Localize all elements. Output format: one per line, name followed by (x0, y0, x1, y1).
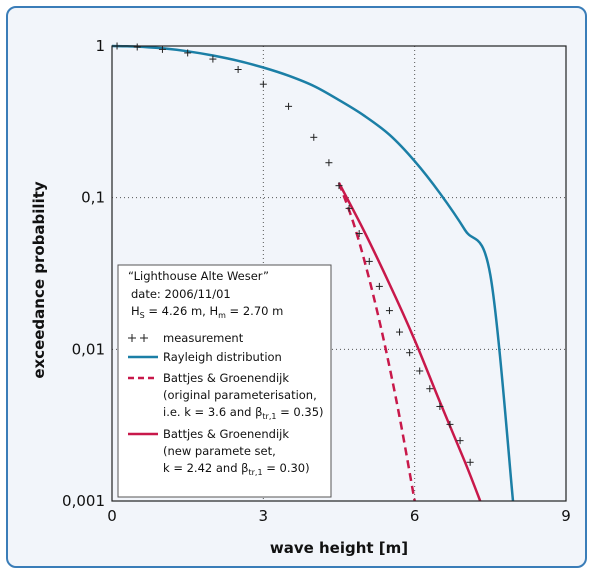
measurement-point (184, 49, 192, 57)
legend-hm-sub: m (218, 311, 226, 320)
measurement-point (325, 159, 333, 167)
measurement-point (446, 420, 454, 428)
measurement-point (234, 65, 242, 73)
measurement-point (456, 437, 464, 445)
legend-box (117, 264, 332, 498)
x-tick-label: 9 (561, 507, 571, 525)
bg-new-pre: k = 2.42 and β (163, 461, 249, 475)
measurement-point (355, 230, 363, 238)
battjes-groenendijk-new-paramete-set-line (337, 182, 482, 502)
measurement-point (285, 102, 293, 110)
measurement-point (385, 307, 393, 315)
chart-marks (111, 42, 515, 502)
legend-label-bg-new-3: k = 2.42 and βtr,1 = 0.30) (163, 461, 310, 477)
bg-original-post: = 0.35) (276, 405, 323, 419)
measurement-point (133, 43, 141, 51)
legend-label-rayleigh: Rayleigh distribution (163, 350, 282, 364)
measurement-point (375, 282, 383, 290)
measurement-point (416, 367, 424, 375)
bg-original-pre: i.e. k = 3.6 and β (163, 405, 262, 419)
bg-new-sub: tr,1 (249, 468, 263, 477)
legend-hs-symbol: H (131, 304, 140, 318)
measurement-point (396, 328, 404, 336)
measurement-point (436, 402, 444, 410)
bg-new-post: = 0.30) (263, 461, 310, 475)
y-tick-label: 0,01 (72, 340, 105, 358)
measurement-point (335, 182, 343, 190)
x-tick-label: 3 (259, 507, 269, 525)
measurement-point (466, 458, 474, 466)
legend-params: HS = 4.26 m, Hm = 2.70 m (131, 304, 283, 320)
y-tick-label: 0,1 (81, 189, 105, 207)
legend-swatch-measurement (128, 334, 148, 342)
legend-hs-value: = 4.26 m, H (145, 304, 218, 318)
legend-title: “Lighthouse Alte Weser” (128, 269, 269, 283)
measurement-point (310, 133, 318, 141)
x-axis-label: wave height [m] (270, 539, 408, 557)
measurement-point (365, 257, 373, 265)
measurement-point (209, 55, 217, 63)
battjes-groenendijk-original-parameterisation-line (337, 182, 416, 502)
legend-hs-sub: S (140, 311, 145, 320)
legend-label-measurement: measurement (163, 331, 244, 345)
measurement-point (345, 204, 353, 212)
x-tick-label: 6 (410, 507, 420, 525)
y-axis-label: exceedance probability (30, 181, 48, 379)
legend-label-bg-new-2: (new paramete set, (163, 444, 276, 458)
legend: “Lighthouse Alte Weser” date: 2006/11/01… (117, 264, 332, 498)
legend-label-bg-new-1: Battjes & Groenendijk (163, 427, 289, 441)
y-tick-label: 0,001 (62, 492, 105, 510)
plot-area-border (111, 45, 567, 502)
legend-label-bg-original-3: i.e. k = 3.6 and βtr,1 = 0.35) (163, 405, 324, 421)
measurement-point (259, 80, 267, 88)
tick-labels: 0 3 6 9 0,001 0,01 0,1 1 (62, 37, 571, 525)
y-tick-label: 1 (95, 37, 105, 55)
rayleigh-distribution-line (111, 44, 515, 502)
legend-date: date: 2006/11/01 (131, 287, 231, 301)
measurement-point (426, 385, 434, 393)
bg-original-sub: tr,1 (262, 412, 276, 421)
x-tick-label: 0 (107, 507, 117, 525)
measurement-point (406, 349, 414, 357)
legend-label-bg-original-2: (original parameterisation, (163, 388, 317, 402)
measurement-point (158, 45, 166, 53)
legend-label-bg-original-1: Battjes & Groenendijk (163, 371, 289, 385)
legend-hm-value: = 2.70 m (226, 304, 283, 318)
